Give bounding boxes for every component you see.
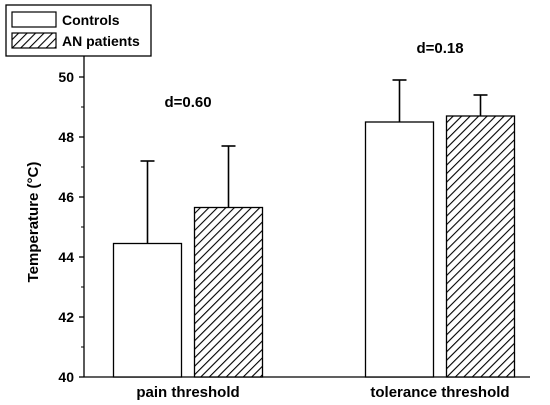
y-tick-label: 44 (58, 249, 74, 265)
y-tick-label: 46 (58, 189, 74, 205)
y-tick-label: 50 (58, 69, 74, 85)
legend-swatch (11, 11, 57, 28)
x-category-label: pain threshold (136, 384, 239, 401)
legend-label: Controls (62, 12, 120, 28)
x-category-label: tolerance threshold (370, 384, 509, 401)
bar-an-patients (445, 115, 516, 378)
y-tick-label: 48 (58, 129, 74, 145)
y-axis-title: Temperature (°C) (25, 162, 42, 283)
y-tick-label: 40 (58, 369, 74, 385)
bar-an-patients (193, 206, 264, 378)
y-tick-label: 42 (58, 309, 74, 325)
legend-swatch (11, 32, 57, 49)
legend: Controls AN patients (5, 4, 152, 57)
effect-size-label: d=0.60 (164, 94, 211, 111)
bar-controls (364, 121, 435, 378)
legend-label: AN patients (62, 33, 140, 49)
plot-area: 40 42 44 46 48 50 Temperature (°C) pain thresho… (25, 8, 530, 401)
effect-size-label: d=0.18 (416, 40, 463, 57)
bar-controls (112, 242, 183, 378)
